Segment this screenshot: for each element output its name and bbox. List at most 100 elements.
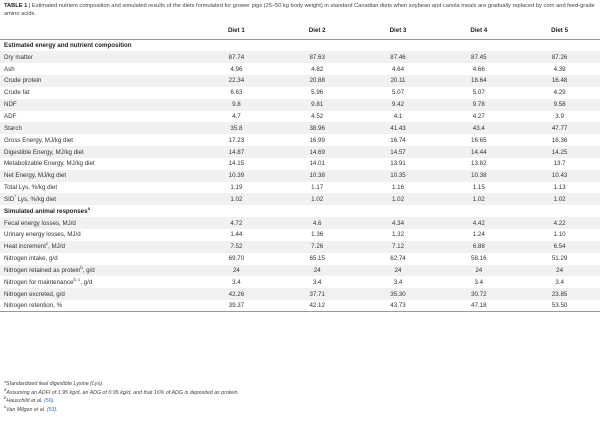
table-cell: 43.73 <box>390 302 406 310</box>
footnote-marker: * <box>14 193 16 199</box>
nutrient-table: Diet 1 Diet 2 Diet 3 Diet 4 Diet 5 Estim… <box>0 21 600 313</box>
table-cell: 4.34 <box>391 219 405 227</box>
table-cell: 3.9 <box>555 112 564 120</box>
reference-link[interactable]: (53) <box>46 406 57 413</box>
table-cell: 4.42 <box>472 219 485 227</box>
table-cell: 3.4 <box>232 278 241 286</box>
table-cell: 87.63 <box>309 53 325 61</box>
table-cell: 16.99 <box>309 136 325 144</box>
table-cell: 47.18 <box>471 302 487 310</box>
table-row: SID* Lys, %/kg diet 1.02 1.02 1.02 1.02 1.02 <box>0 193 600 206</box>
row-label: ADF <box>4 112 17 120</box>
table-cell: 14.87 <box>228 148 245 156</box>
table-cell: 13.91 <box>390 160 406 168</box>
column-header: Diet 1 <box>196 21 277 40</box>
table-cell: 4.82 <box>311 65 324 73</box>
table-row: Net Energy, MJ/kg diet 10.39 10.38 10.35 10.… <box>0 169 600 182</box>
table-cell: 1.02 <box>311 195 324 203</box>
section-title: Simulated animal responsesa <box>4 205 90 215</box>
table-cell: 24 <box>556 266 564 274</box>
table-cell: 3.4 <box>555 278 564 286</box>
table-cell: 42.12 <box>309 302 325 310</box>
table-cell: 4.7 <box>232 112 241 120</box>
column-header: Diet 5 <box>519 21 600 40</box>
table-row: ADF 4.7 4.52 4.1 4.27 3.9 <box>0 111 600 123</box>
table-cell: 14.25 <box>551 148 568 156</box>
table-cell: 16.36 <box>551 136 568 144</box>
table-cell: 14.01 <box>309 160 325 168</box>
table-cell: 4.6 <box>312 219 322 227</box>
table-cell: 7.26 <box>311 243 324 251</box>
table-cell: 3.4 <box>393 278 403 286</box>
table-row: Digestible Energy, MJ/kg diet 14.87 14.69 1… <box>0 146 600 158</box>
column-header: Diet 2 <box>276 21 358 40</box>
table-cell: 7.12 <box>391 243 405 251</box>
table-cell: 87.74 <box>228 53 245 61</box>
table-cell: 1.24 <box>472 231 485 239</box>
table-row: Ash 4.96 4.82 4.64 4.66 4.39 <box>0 63 600 75</box>
footnote-marker: b, c <box>73 276 81 282</box>
table-cell: 4.39 <box>553 65 566 73</box>
footnote-marker: c <box>4 404 7 410</box>
table-cell: 1.36 <box>311 231 324 239</box>
table-cell: 10.43 <box>551 172 568 180</box>
table-cell: 24 <box>232 266 240 274</box>
table-cell: 6.63 <box>230 89 243 97</box>
table-cell: 1.02 <box>472 195 485 203</box>
table-cell: 3.4 <box>312 278 322 286</box>
table-cell: 16.48 <box>551 77 568 85</box>
table-cell: 9.81 <box>311 101 324 109</box>
table-row: Urinary energy losses, MJ/d 1.44 1.36 1.32 1… <box>0 229 600 241</box>
row-label: Nitrogen intake, g/d <box>4 255 58 263</box>
table-row: Total Lys, %/kg diet 1.19 1.17 1.16 1.15 1.13 <box>0 182 600 194</box>
table-row: Nitrogen retained as proteinb, g/d 24 24 24… <box>0 264 600 277</box>
table-cell: 5.07 <box>472 89 485 97</box>
table-cell: 1.44 <box>230 231 243 239</box>
table-cell: 14.57 <box>390 148 406 156</box>
row-label: Digestible Energy, MJ/kg diet <box>4 148 84 156</box>
section-header-row: Simulated animal responsesa <box>0 205 600 217</box>
table-cell: 1.19 <box>230 184 243 192</box>
table-cell: 4.29 <box>553 89 566 97</box>
row-label: Nitrogen for maintenanceb, c, g/d <box>4 276 93 286</box>
table-cell: 1.15 <box>472 184 485 192</box>
footnote: *Standardized ileal digestible Lysine (L… <box>4 381 104 387</box>
footnote-marker: a <box>87 205 90 211</box>
table-body: Estimated energy and nutrient compositio… <box>0 40 600 312</box>
table-cell: 13.82 <box>471 160 487 168</box>
table-cell: 18.64 <box>471 77 487 85</box>
row-label: Gross Energy, MJ/kg diet <box>4 136 74 144</box>
table-cell: 6.54 <box>553 243 566 251</box>
table-row: Crude fat 6.63 5.96 5.07 5.07 4.29 <box>0 87 600 99</box>
table-cell: 87.45 <box>471 53 487 61</box>
table-cell: 14.44 <box>471 148 487 156</box>
section-title: Estimated energy and nutrient compositio… <box>4 42 132 50</box>
table-cell: 1.02 <box>391 195 405 203</box>
table-cell: 22.34 <box>228 77 245 85</box>
table-cell: 87.46 <box>390 53 406 61</box>
table-row: Nitrogen for maintenanceb, c, g/d 3.4 3.4 3… <box>0 276 600 288</box>
row-label: Fecal energy losses, MJ/d <box>4 219 76 227</box>
table-row: Nitrogen intake, g/d 69.70 65.15 62.74 58.16… <box>0 253 600 265</box>
table-cell: 10.38 <box>309 172 325 180</box>
table-cell: 35.8 <box>230 124 243 132</box>
table-cell: 9.58 <box>553 101 566 109</box>
table-cell: 43.4 <box>472 124 485 132</box>
footnote: cVan Milgen et al. (53). <box>4 404 58 413</box>
table-row: Dry matter 87.74 87.63 87.46 87.45 87.26 <box>0 51 600 64</box>
table-cell: 24 <box>394 266 402 274</box>
table-cell: 51.29 <box>551 255 568 263</box>
row-label: Nitrogen retention, % <box>4 302 63 310</box>
table-cell: 4.64 <box>391 65 405 73</box>
table-cell: 4.66 <box>472 65 485 73</box>
table-cell: 65.15 <box>309 255 325 263</box>
section-header-row: Estimated energy and nutrient compositio… <box>0 40 600 52</box>
row-label: Metabolizable Energy, MJ/kg diet <box>4 160 95 168</box>
reference-link[interactable]: (56) <box>44 398 54 405</box>
table-row: Metabolizable Energy, MJ/kg diet 14.15 14.… <box>0 158 600 170</box>
table-cell: 87.26 <box>551 53 568 61</box>
table-cell: 4.72 <box>230 219 243 227</box>
row-label: Starch <box>4 124 22 132</box>
table-cell: 42.26 <box>228 290 245 298</box>
table-cell: 10.35 <box>390 172 406 180</box>
